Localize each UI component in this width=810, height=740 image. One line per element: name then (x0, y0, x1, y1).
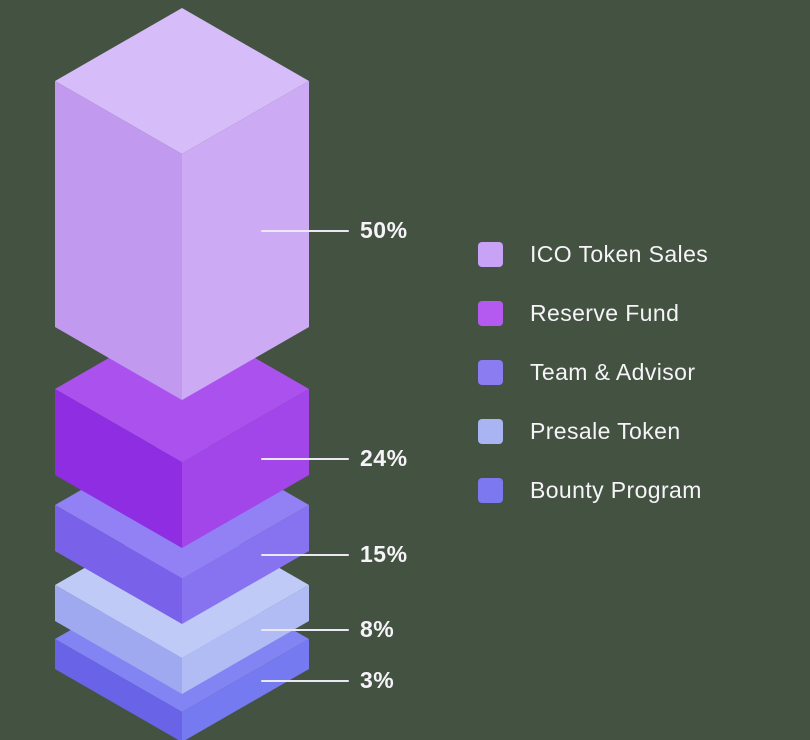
legend-item-ico-token-sales: ICO Token Sales (478, 241, 708, 268)
legend-swatch-icon (478, 419, 503, 444)
legend-label: Bounty Program (530, 477, 702, 503)
ico-token-sales-left-face (55, 81, 182, 400)
team-advisor-left-face (55, 505, 182, 624)
legend-item-presale-token: Presale Token (478, 418, 708, 445)
presale-token-right-face (182, 585, 309, 694)
legend-item-reserve-fund: Reserve Fund (478, 300, 708, 327)
percent-label-ico-token-sales: 50% (360, 216, 408, 243)
legend-item-team-advisor: Team & Advisor (478, 359, 708, 386)
legend-label: Team & Advisor (530, 359, 696, 385)
bounty-program-left-face (55, 639, 182, 740)
percent-label-presale-token: 8% (360, 615, 395, 642)
reserve-fund-right-face (182, 389, 309, 548)
percent-label-reserve-fund: 24% (360, 444, 408, 471)
team-advisor-right-face (182, 505, 309, 624)
legend-item-bounty-program: Bounty Program (478, 477, 708, 504)
legend-label: Reserve Fund (530, 300, 680, 326)
percent-label-bounty-program: 3% (360, 666, 395, 693)
presale-token-left-face (55, 585, 182, 694)
ico-token-sales-right-face (182, 81, 309, 400)
legend-label: Presale Token (530, 418, 681, 444)
legend-swatch-icon (478, 478, 503, 503)
legend-swatch-icon (478, 242, 503, 267)
percent-label-team-advisor: 15% (360, 540, 408, 567)
chart-legend: ICO Token Sales Reserve Fund Team & Advi… (478, 241, 708, 504)
reserve-fund-left-face (55, 389, 182, 548)
stack-box-ico-token-sales (55, 8, 309, 400)
legend-label: ICO Token Sales (530, 241, 709, 267)
legend-swatch-icon (478, 360, 503, 385)
legend-swatch-icon (478, 301, 503, 326)
bounty-program-right-face (182, 639, 309, 740)
